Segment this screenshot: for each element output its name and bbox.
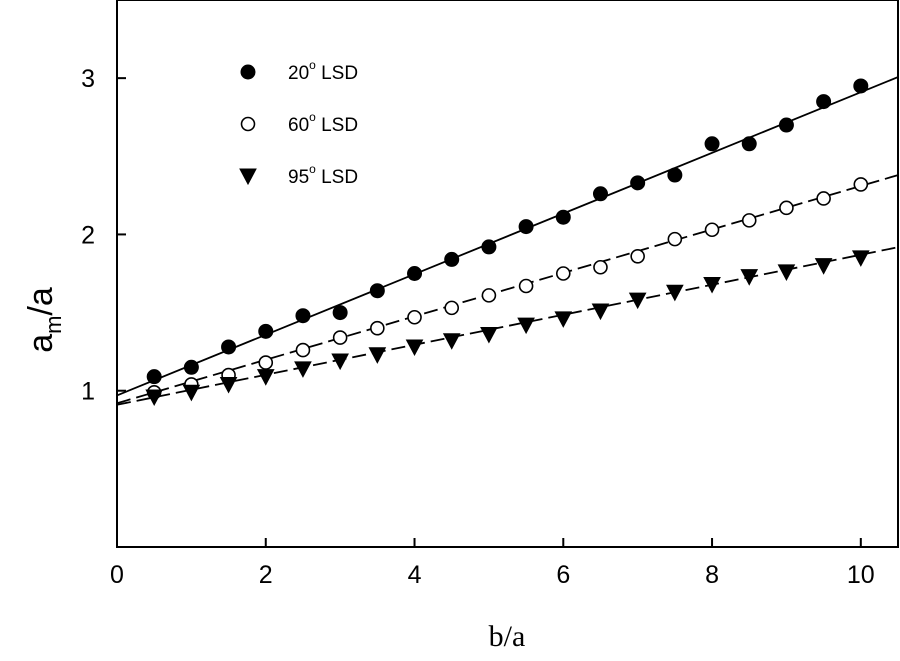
data-point-series-2 <box>182 384 201 402</box>
data-point-series-1 <box>779 200 794 216</box>
data-point-series-0 <box>183 359 199 375</box>
data-point-series-2 <box>331 353 349 371</box>
legend-label-series-2: 95o LSD <box>288 162 358 188</box>
data-point-series-1 <box>630 249 645 264</box>
data-point-series-1 <box>481 288 497 303</box>
data-point-series-0 <box>258 323 274 339</box>
data-point-series-2 <box>740 269 759 286</box>
data-point-series-1 <box>258 355 274 370</box>
data-point-series-2 <box>145 389 164 407</box>
data-point-series-0 <box>741 136 757 152</box>
legend-label-series-1: 60o LSD <box>288 110 358 136</box>
legend-marker-series-1 <box>240 116 256 132</box>
data-point-series-0 <box>369 283 385 299</box>
fit-line-series-0 <box>116 76 899 397</box>
data-point-series-0 <box>332 305 348 321</box>
y-tick-label: 3 <box>81 65 95 93</box>
x-axis-title: b/a <box>489 620 526 653</box>
data-point-series-2 <box>517 317 535 335</box>
data-point-series-1 <box>332 330 348 345</box>
fit-line-series-2 <box>116 246 899 406</box>
data-point-series-1 <box>593 259 608 275</box>
data-point-series-2 <box>219 376 238 394</box>
data-point-series-0 <box>295 308 311 324</box>
data-point-series-2 <box>294 361 312 378</box>
data-point-series-2 <box>851 250 870 267</box>
data-point-series-1 <box>853 177 869 192</box>
legend: 20o LSD 60o LSD 95o LSD <box>239 58 358 188</box>
plot-frame <box>116 0 899 548</box>
legend-marker-series-2 <box>239 168 257 186</box>
data-point-series-1 <box>667 231 683 247</box>
data-point-series-0 <box>816 94 832 110</box>
data-point-series-0 <box>853 78 869 94</box>
data-point-series-1 <box>816 191 831 206</box>
legend-label-series-0: 20o LSD <box>288 58 358 84</box>
data-point-series-2 <box>666 284 684 302</box>
fit-line-series-1 <box>116 174 899 405</box>
data-point-series-0 <box>630 175 646 191</box>
data-point-series-2 <box>442 333 461 350</box>
data-point-series-0 <box>444 251 460 267</box>
data-point-series-2 <box>554 311 573 328</box>
y-tick-label: 2 <box>81 221 95 249</box>
data-point-series-1 <box>407 309 422 325</box>
data-point-series-0 <box>592 186 608 202</box>
data-point-series-1 <box>518 278 534 294</box>
data-point-series-0 <box>704 136 720 152</box>
x-tick-label: 2 <box>259 561 273 589</box>
y-axis-title: am/a <box>22 287 66 353</box>
data-point-series-2 <box>591 303 610 321</box>
data-point-series-0 <box>555 209 571 225</box>
data-point-series-0 <box>481 239 497 255</box>
data-point-series-0 <box>778 117 794 133</box>
data-point-series-1 <box>555 266 571 281</box>
x-tick-label: 10 <box>847 561 875 589</box>
y-tick-label: 1 <box>81 378 95 406</box>
data-point-series-0 <box>667 167 683 183</box>
data-point-series-1 <box>295 342 311 358</box>
data-point-series-2 <box>256 369 275 386</box>
data-point-series-2 <box>777 264 796 281</box>
data-point-series-2 <box>628 292 647 310</box>
data-point-series-2 <box>814 258 833 275</box>
data-point-series-1 <box>741 213 757 228</box>
fit-lines <box>116 76 899 406</box>
x-tick-label: 4 <box>408 561 422 589</box>
data-point-series-2 <box>703 276 721 294</box>
data-point-series-2 <box>480 326 498 344</box>
x-tick-label: 8 <box>705 561 719 589</box>
data-point-series-2 <box>405 339 424 357</box>
data-point-series-0 <box>407 266 423 281</box>
legend-marker-series-0 <box>240 64 256 80</box>
data-point-series-1 <box>704 222 720 238</box>
data-point-series-0 <box>146 369 162 385</box>
data-point-series-1 <box>370 320 385 336</box>
data-point-series-0 <box>518 219 534 235</box>
x-tick-label: 0 <box>110 561 124 589</box>
x-tick-label: 6 <box>556 561 570 589</box>
y-axis-title-sub: m <box>41 316 66 334</box>
y-axis-title-suffix: /a <box>22 287 60 315</box>
data-point-series-2 <box>368 347 387 364</box>
data-point-series-0 <box>221 339 237 355</box>
data-point-series-1 <box>444 300 460 316</box>
y-axis-title-main: a <box>22 334 60 353</box>
data-markers <box>145 78 870 407</box>
